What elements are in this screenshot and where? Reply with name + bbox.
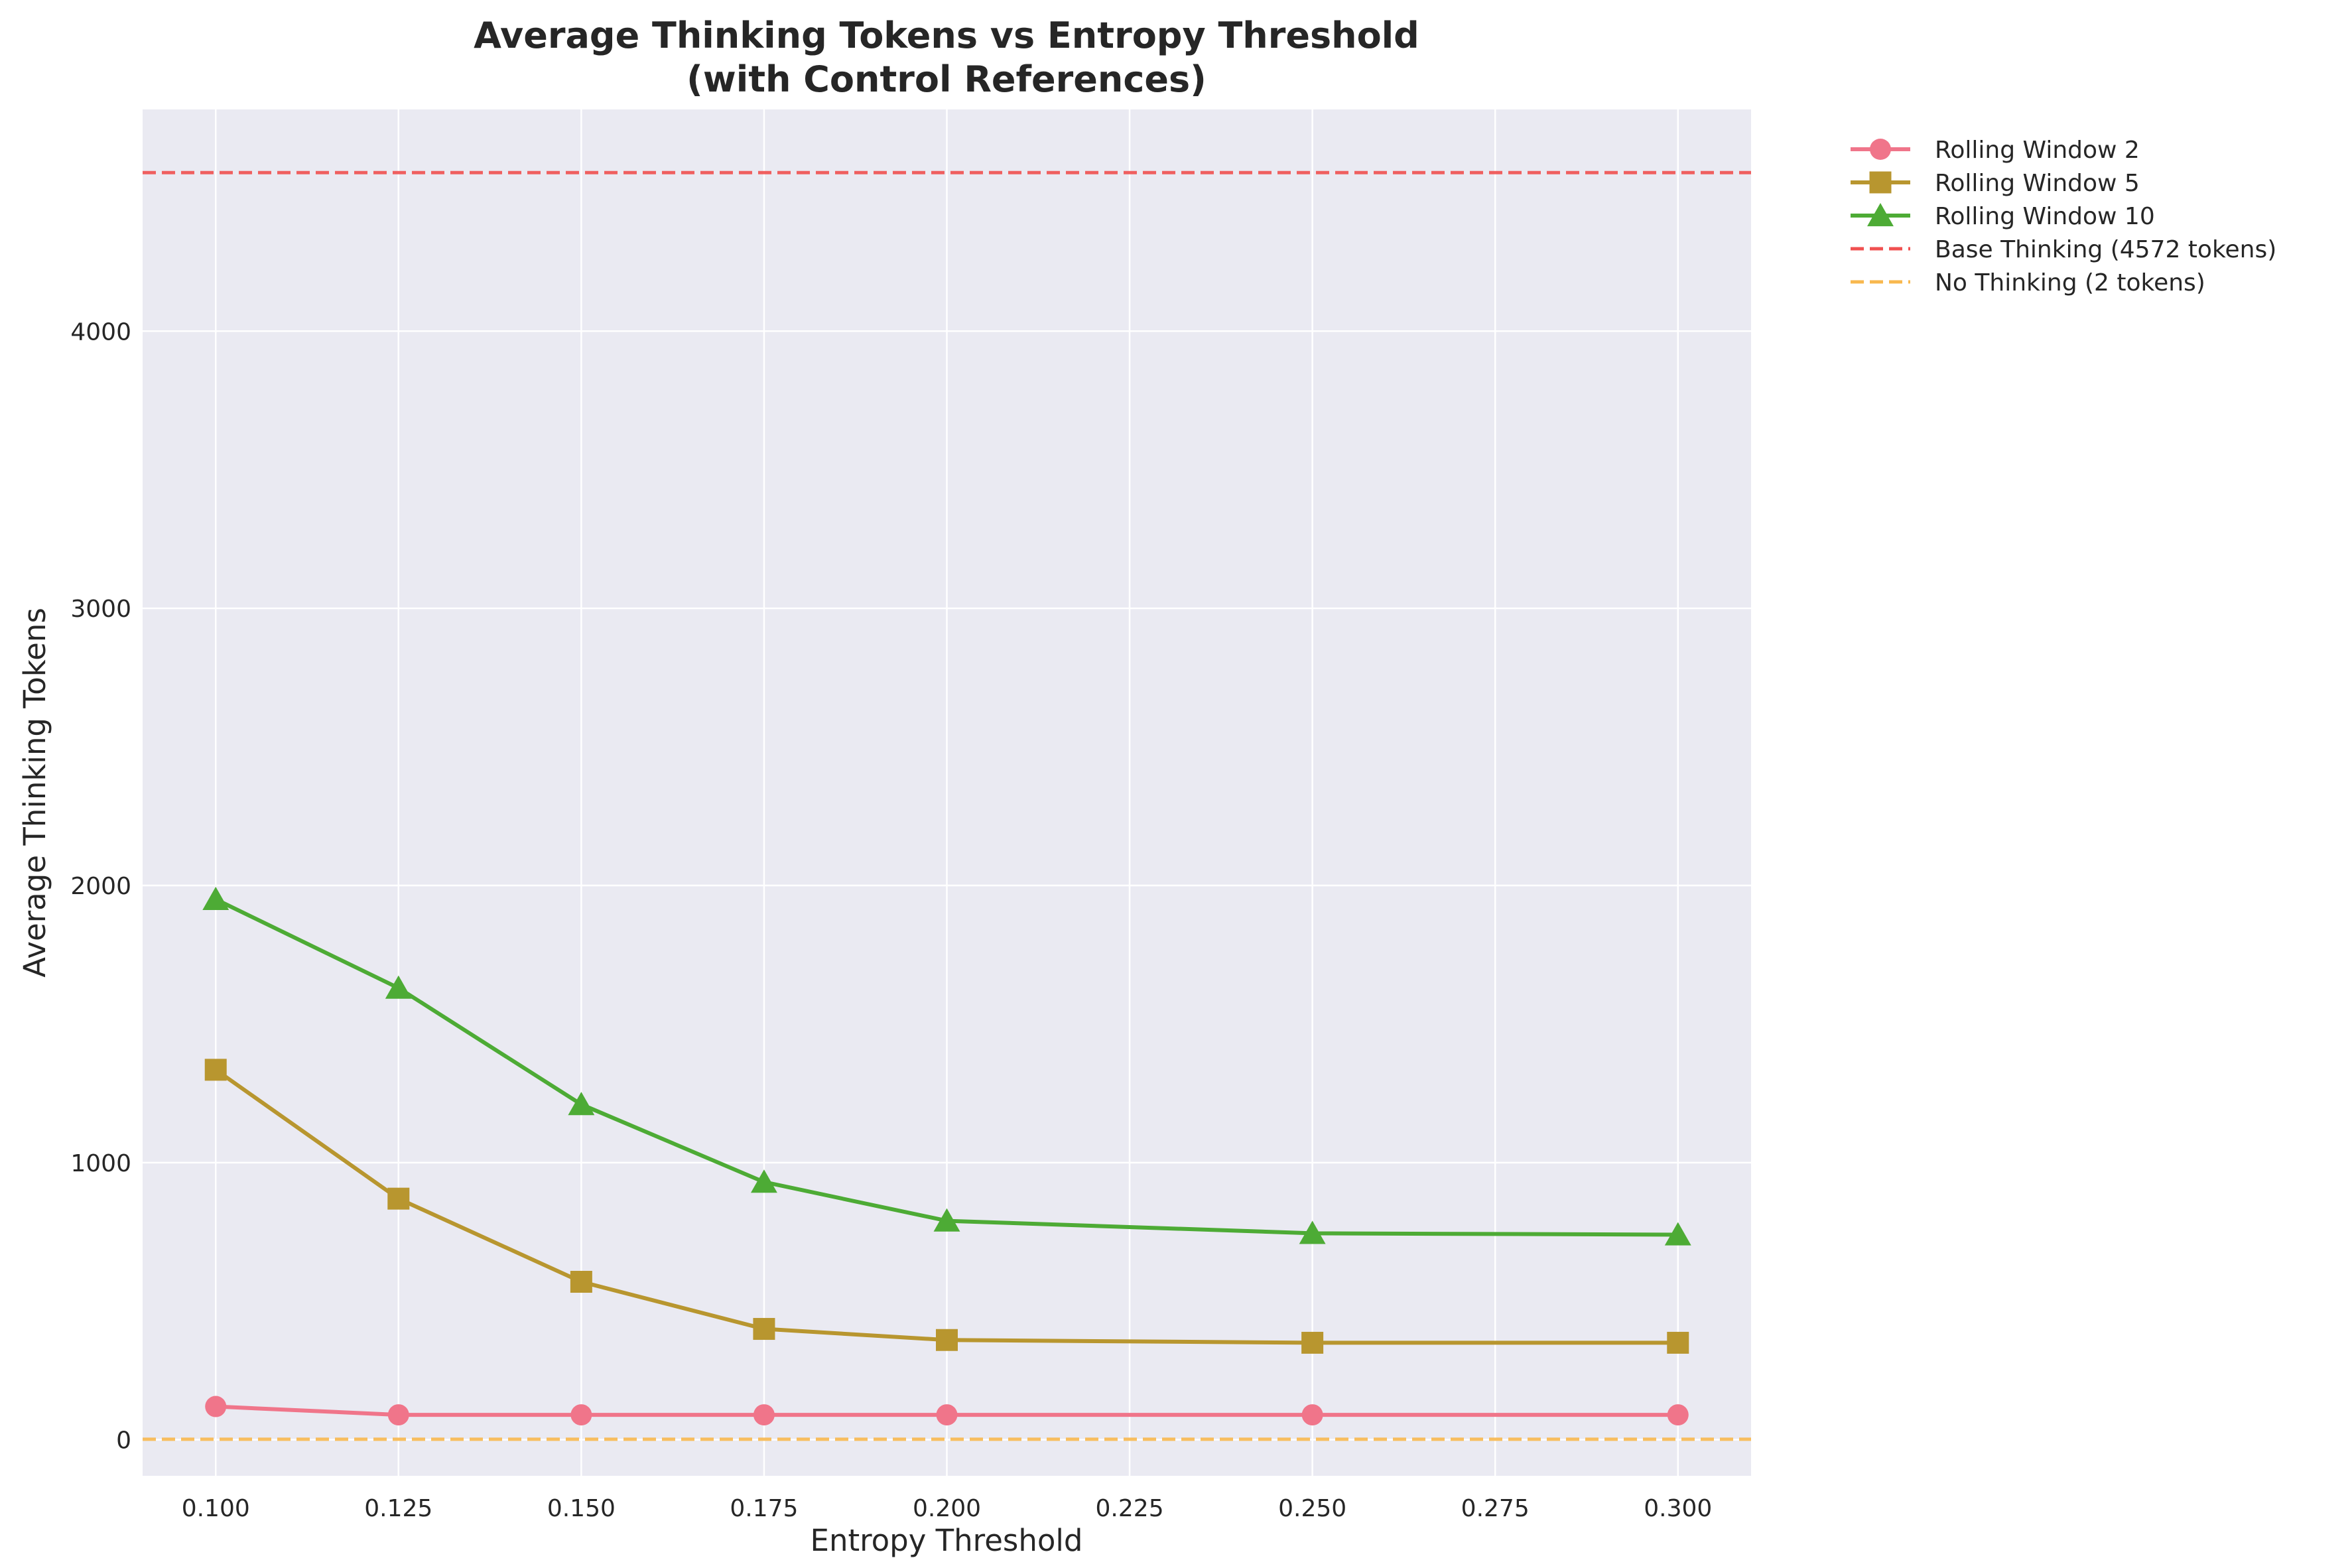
data-point: [570, 1271, 592, 1293]
legend-marker: [1869, 171, 1892, 194]
data-point: [750, 1169, 777, 1193]
data-point: [385, 975, 412, 999]
legend-marker: [1867, 203, 1894, 227]
chart-title: Average Thinking Tokens vs Entropy Thres…: [474, 15, 1419, 56]
data-point: [1667, 1404, 1689, 1426]
series: [202, 886, 1691, 1426]
y-tick-label: 2000: [70, 873, 131, 900]
data-point: [1667, 1331, 1689, 1354]
data-point: [1301, 1404, 1323, 1426]
x-tick-label: 0.175: [730, 1495, 798, 1522]
data-point: [936, 1329, 958, 1351]
x-tick-label: 0.125: [364, 1495, 432, 1522]
data-point: [936, 1404, 958, 1426]
x-axis-ticks: 0.100 0.125 0.150 0.175 0.200 0.225 0.250 0.275…: [182, 1495, 1713, 1522]
y-tick-label: 1000: [70, 1150, 131, 1177]
x-tick-label: 0.100: [182, 1495, 250, 1522]
legend-marker: [1870, 139, 1891, 160]
x-tick-label: 0.150: [547, 1495, 616, 1522]
data-point: [568, 1092, 595, 1116]
data-point: [1299, 1220, 1326, 1244]
y-tick-label: 0: [116, 1427, 131, 1455]
legend-item: Rolling Window 2: [1851, 137, 2140, 164]
y-tick-label: 3000: [70, 596, 131, 623]
y-tick-label: 4000: [70, 318, 131, 346]
series-1: [205, 1396, 1689, 1426]
legend-label: No Thinking (2 tokens): [1935, 269, 2205, 296]
data-point: [387, 1404, 409, 1426]
data-point: [387, 1187, 410, 1210]
legend-label: Rolling Window 2: [1935, 137, 2140, 164]
x-tick-label: 0.275: [1461, 1495, 1530, 1522]
data-point: [1301, 1331, 1324, 1354]
legend-item: Rolling Window 10: [1851, 203, 2155, 230]
legend-item: No Thinking (2 tokens): [1851, 269, 2205, 296]
data-point: [202, 886, 229, 911]
data-point: [753, 1404, 775, 1426]
legend-label: Rolling Window 10: [1935, 203, 2155, 230]
chart-subtitle: (with Control References): [686, 58, 1207, 100]
data-point: [205, 1396, 227, 1417]
legend-label: Base Thinking (4572 tokens): [1935, 236, 2276, 263]
y-axis-label: Average Thinking Tokens: [17, 608, 52, 978]
series-2: [204, 1059, 1689, 1354]
data-point: [204, 1059, 227, 1081]
x-axis-label: Entropy Threshold: [811, 1523, 1083, 1558]
legend: Rolling Window 2 Rolling Window 5 Rolling …: [1851, 137, 2276, 296]
y-axis-ticks: 0 1000 2000 3000 4000: [70, 318, 131, 1454]
data-point: [1664, 1222, 1691, 1246]
legend-item: Rolling Window 5: [1851, 170, 2140, 197]
x-tick-label: 0.225: [1096, 1495, 1164, 1522]
data-point: [753, 1318, 775, 1340]
legend-item: Base Thinking (4572 tokens): [1851, 236, 2276, 263]
x-tick-label: 0.250: [1278, 1495, 1346, 1522]
legend-label: Rolling Window 5: [1935, 170, 2140, 197]
data-point: [933, 1208, 960, 1232]
reference-lines: [143, 170, 1751, 1441]
data-point: [570, 1404, 592, 1426]
x-tick-label: 0.300: [1644, 1495, 1712, 1522]
x-tick-label: 0.200: [913, 1495, 981, 1522]
series-3: [202, 886, 1691, 1246]
